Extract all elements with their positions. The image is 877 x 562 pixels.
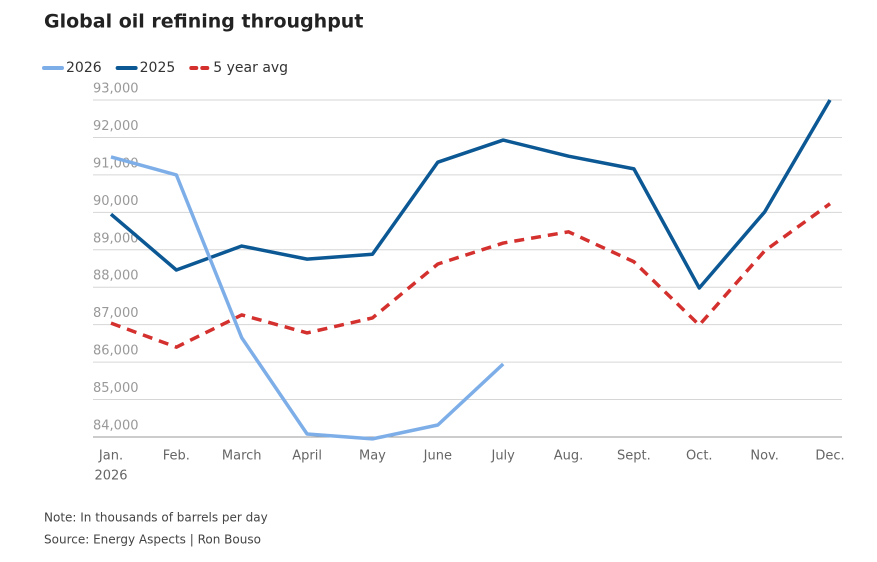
series-line (110, 202, 832, 349)
x-tick-label: Oct. (686, 449, 713, 464)
x-tick-label: June (423, 449, 452, 464)
y-tick-label: 85,000 (93, 381, 139, 396)
x-tick-label: Sept. (617, 449, 651, 464)
x-tick-label: April (292, 449, 322, 464)
x-tick-label: Jan. (98, 449, 123, 464)
x-year-label: 2026 (94, 469, 127, 484)
series-line (110, 155, 505, 441)
x-tick-label: Dec. (815, 449, 844, 464)
chart-title: Global oil refining throughput (44, 11, 363, 33)
legend-label: 2026 (66, 60, 102, 76)
source: Source: Energy Aspects | Ron Bouso (44, 533, 261, 547)
legend-label: 2025 (140, 60, 176, 76)
y-tick-label: 90,000 (93, 194, 139, 209)
x-tick-label: March (222, 449, 262, 464)
x-tick-label: Aug. (554, 449, 584, 464)
y-tick-label: 89,000 (93, 231, 139, 246)
y-tick-label: 88,000 (93, 269, 139, 284)
y-tick-label: 87,000 (93, 306, 139, 321)
y-tick-label: 86,000 (93, 344, 139, 359)
y-tick-label: 92,000 (93, 119, 139, 134)
y-tick-label: 93,000 (93, 82, 139, 97)
y-tick-label: 84,000 (93, 419, 139, 434)
series-line (109, 99, 832, 290)
note: Note: In thousands of barrels per day (44, 511, 268, 525)
x-tick-label: May (359, 449, 386, 464)
legend-label: 5 year avg (213, 60, 288, 76)
x-tick-label: Nov. (750, 449, 779, 464)
x-tick-label: Feb. (163, 449, 190, 464)
x-tick-label: July (490, 449, 515, 464)
